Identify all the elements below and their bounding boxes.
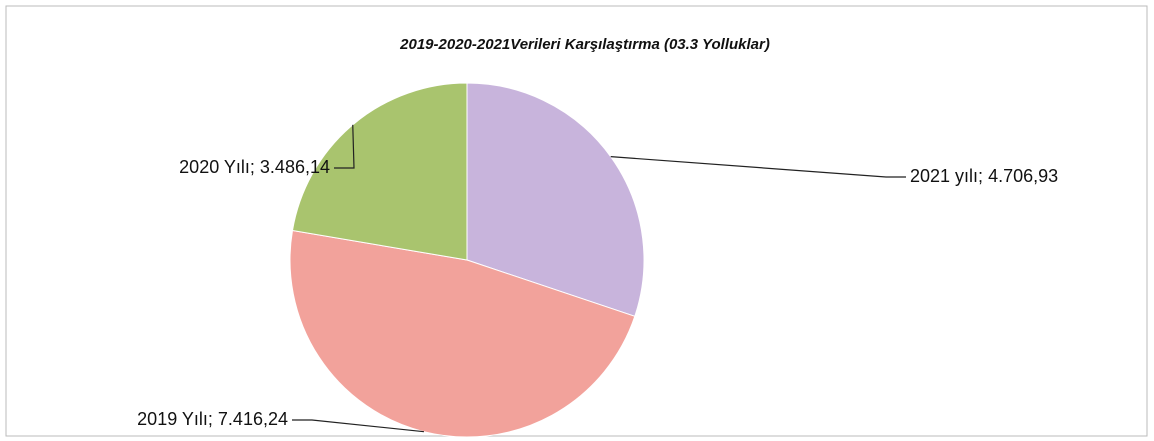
label-value: 4.706,93 (988, 166, 1058, 186)
pie-slice (466, 82, 645, 317)
chart-frame (5, 5, 1148, 437)
label-category: 2020 Yılı (179, 157, 250, 177)
label-value: 3.486,14 (260, 157, 330, 177)
data-label: 2021 yılı; 4.706,93 (910, 166, 1058, 186)
label-separator: ; (250, 157, 260, 177)
data-label: 2019 Yılı; 7.416,24 (137, 409, 288, 429)
leader-line (292, 419, 425, 433)
label-value: 7.416,24 (218, 409, 288, 429)
label-category: 2021 yılı (910, 166, 978, 186)
leader-line (334, 124, 355, 169)
data-label: 2020 Yılı; 3.486,14 (179, 157, 330, 177)
chart-title: 2019-2020-2021Verileri Karşılaştırma (03… (399, 36, 770, 53)
label-separator: ; (978, 166, 988, 186)
label-separator: ; (208, 409, 218, 429)
leader-line (610, 156, 906, 178)
label-category: 2019 Yılı (137, 409, 208, 429)
